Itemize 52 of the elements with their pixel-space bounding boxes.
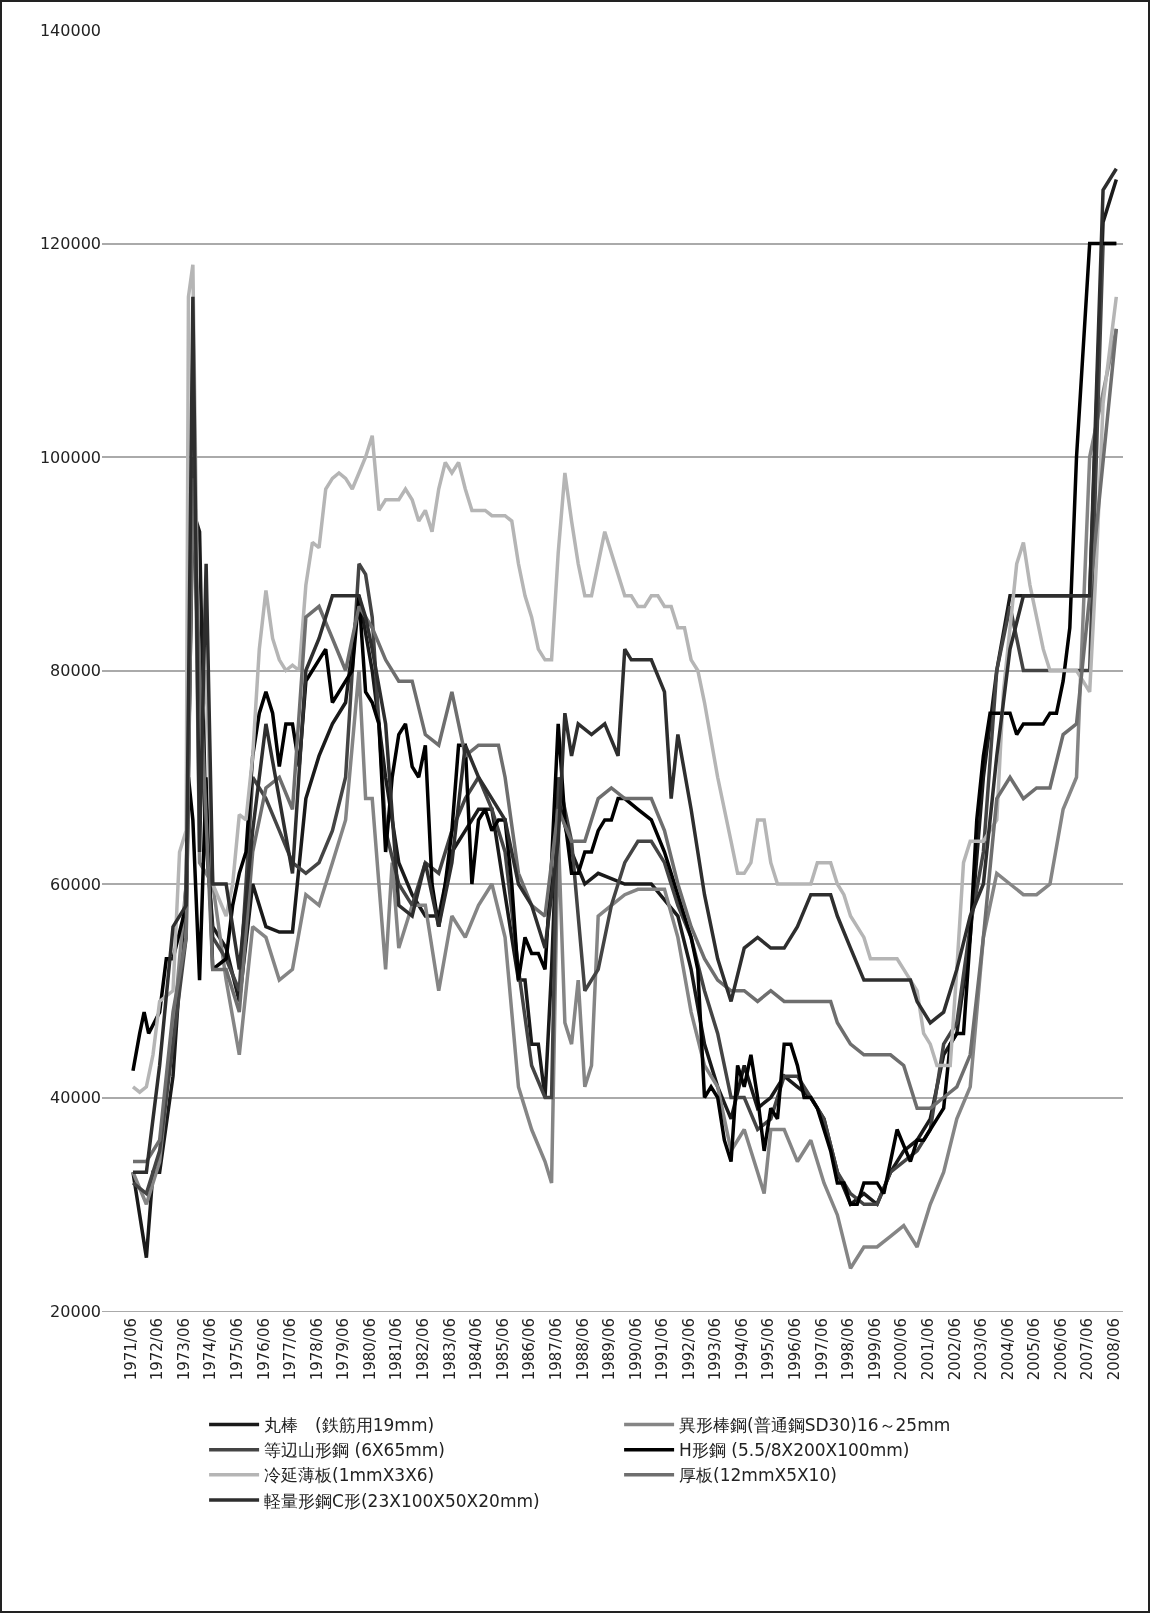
x-tick-label: 1980/06 [360, 1318, 379, 1381]
x-tick-label: 1977/06 [281, 1318, 300, 1381]
x-tick-label: 1979/06 [334, 1318, 353, 1381]
y-tick-label: 40000 [50, 1088, 101, 1108]
legend-label: 等辺山形鋼 (6X65mm) [264, 1440, 445, 1461]
y-tick-label: 20000 [50, 1301, 101, 1321]
x-tick-label: 1971/06 [121, 1318, 140, 1381]
x-tick-label: 1990/06 [626, 1318, 645, 1381]
x-tick-label: 1995/06 [759, 1318, 778, 1381]
legend-label: 冷延薄板(1mmX3X6) [264, 1465, 435, 1486]
y-tick-label: 120000 [39, 234, 101, 254]
x-tick-label: 2008/06 [1104, 1318, 1123, 1381]
x-tick-label: 1972/06 [148, 1318, 167, 1381]
x-tick-label: 2001/06 [918, 1318, 937, 1381]
x-tick-label: 1993/06 [706, 1318, 725, 1381]
x-tick-label: 1986/06 [520, 1318, 539, 1381]
y-tick-label: 100000 [39, 447, 101, 467]
x-tick-label: 1984/06 [467, 1318, 486, 1381]
x-tick-label: 2002/06 [945, 1318, 964, 1381]
x-tick-label: 2005/06 [1025, 1318, 1044, 1381]
x-tick-label: 1998/06 [839, 1318, 858, 1381]
x-tick-label: 1976/06 [254, 1318, 273, 1381]
x-tick-label: 1994/06 [732, 1318, 751, 1381]
x-tick-label: 1983/06 [440, 1318, 459, 1381]
x-tick-label: 1973/06 [174, 1318, 193, 1381]
legend-label: 異形棒鋼(普通鋼SD30)16～25mm [679, 1415, 951, 1436]
x-tick-label: 1974/06 [201, 1318, 220, 1381]
x-tick-label: 2004/06 [998, 1318, 1017, 1381]
x-tick-label: 1987/06 [546, 1318, 565, 1381]
legend-label: H形鋼 (5.5/8X200X100mm) [679, 1440, 910, 1461]
x-tick-label: 2006/06 [1051, 1318, 1070, 1381]
x-tick-label: 1985/06 [493, 1318, 512, 1381]
x-tick-label: 1978/06 [307, 1318, 326, 1381]
x-tick-label: 2000/06 [892, 1318, 911, 1381]
x-tick-label: 2003/06 [972, 1318, 991, 1381]
x-tick-label: 1981/06 [387, 1318, 406, 1381]
x-tick-label: 2007/06 [1078, 1318, 1097, 1381]
legend-label: 厚板(12mmX5X10) [679, 1465, 837, 1486]
legend-label: 軽量形鋼C形(23X100X50X20mm) [264, 1490, 540, 1511]
x-tick-label: 1996/06 [786, 1318, 805, 1381]
x-tick-label: 1989/06 [600, 1318, 619, 1381]
y-tick-label: 60000 [50, 874, 101, 894]
legend-label: 丸棒 (鉄筋用19mm) [264, 1415, 435, 1436]
x-tick-label: 1988/06 [573, 1318, 592, 1381]
x-tick-label: 1982/06 [414, 1318, 433, 1381]
x-tick-label: 1999/06 [865, 1318, 884, 1381]
x-tick-label: 1991/06 [653, 1318, 672, 1381]
x-tick-label: 1975/06 [227, 1318, 246, 1381]
y-tick-label: 140000 [39, 20, 101, 40]
x-tick-label: 1997/06 [812, 1318, 831, 1381]
x-tick-label: 1992/06 [679, 1318, 698, 1381]
y-tick-label: 80000 [50, 661, 101, 681]
